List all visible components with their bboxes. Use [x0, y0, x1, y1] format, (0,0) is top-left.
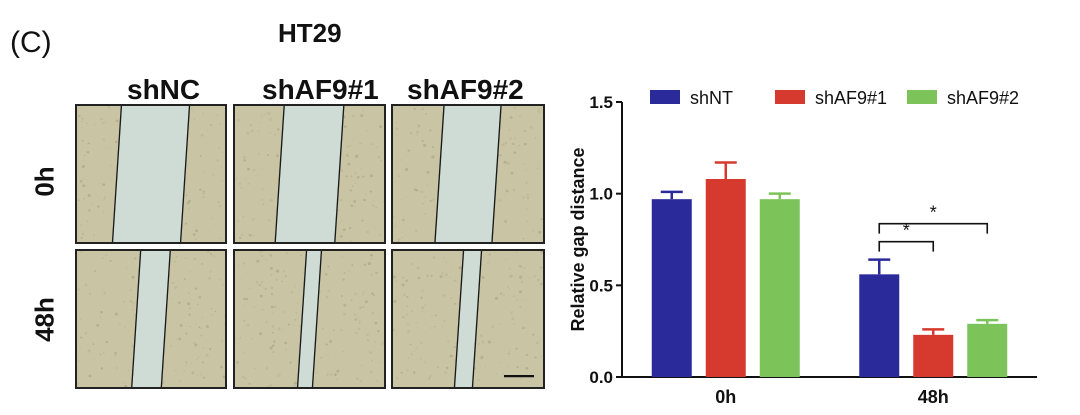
significance-label: * — [903, 221, 910, 241]
x-tick-label: 48h — [918, 387, 949, 407]
row-label-0h: 0h — [29, 166, 60, 197]
y-axis-title: Relative gap distance — [568, 147, 588, 331]
micrograph-0h-shaf9-2 — [391, 104, 545, 244]
row-label-48h: 48h — [29, 297, 60, 342]
gap-edge-right — [471, 251, 483, 387]
bar-shAF9#2-0h — [759, 199, 800, 377]
gap-edge-left — [111, 106, 123, 242]
column-label-shaf9-2: shAF9#2 — [407, 74, 524, 105]
legend-swatch — [907, 90, 937, 104]
legend-item-shNT: shNT — [650, 88, 733, 108]
wound-gap — [131, 251, 171, 387]
legend-swatch — [775, 90, 805, 104]
legend-label: shNT — [690, 88, 733, 108]
significance-bracket-2: * — [878, 203, 989, 234]
wound-gap — [297, 251, 322, 387]
micrograph-48h-shaf9-1 — [233, 249, 386, 389]
bar-shAF9#1-48h — [913, 334, 954, 377]
cell-line-title: HT29 — [278, 18, 342, 48]
micrograph-48h-shaf9-2 — [391, 249, 545, 389]
gap-edge-right — [311, 251, 323, 387]
gap-edge-right — [160, 251, 171, 387]
gap-edge-left — [296, 251, 308, 387]
y-tick-label: 0.0 — [589, 368, 613, 387]
wound-gap — [275, 106, 344, 242]
legend-label: shAF9#1 — [815, 88, 887, 108]
micrograph-0h-shnc — [75, 104, 227, 244]
bar-shNT-48h — [859, 274, 900, 377]
bar-chart: Relative gap distance 0.0 0.5 1.0 1.5 0h 48h * *… — [568, 88, 1037, 407]
legend-item-shAF9#1: shAF9#1 — [775, 88, 887, 108]
bar-shNT-0h — [651, 199, 692, 377]
y-tick-label: 1.0 — [589, 185, 613, 204]
gap-edge-left — [274, 106, 285, 242]
column-label-shnc: shNC — [127, 74, 201, 105]
gap-edge-left — [453, 251, 465, 387]
legend-label: shAF9#2 — [947, 88, 1019, 108]
micrograph-48h-shnc — [75, 249, 227, 389]
bar-shAF9#2-48h — [967, 323, 1008, 377]
legend-item-shAF9#2: shAF9#2 — [907, 88, 1019, 108]
panel-letter: (C) — [10, 26, 52, 59]
bar-shAF9#1-0h — [705, 179, 746, 377]
y-tick-label: 0.5 — [589, 276, 613, 295]
y-tick-label: 1.5 — [589, 93, 613, 112]
micrograph-0h-shaf9-1 — [233, 104, 386, 244]
gap-edge-right — [179, 106, 191, 242]
x-tick-label: 0h — [715, 387, 736, 407]
wound-gap — [112, 106, 190, 242]
gap-edge-right — [334, 106, 345, 242]
gap-edge-left — [131, 251, 142, 387]
significance-label: * — [930, 203, 937, 223]
gap-edge-left — [434, 106, 445, 242]
gap-edge-right — [491, 106, 502, 242]
wound-gap — [435, 106, 501, 242]
significance-bracket-1: * — [878, 221, 935, 252]
column-label-shaf9-1: shAF9#1 — [262, 74, 379, 105]
legend-swatch — [650, 90, 680, 104]
